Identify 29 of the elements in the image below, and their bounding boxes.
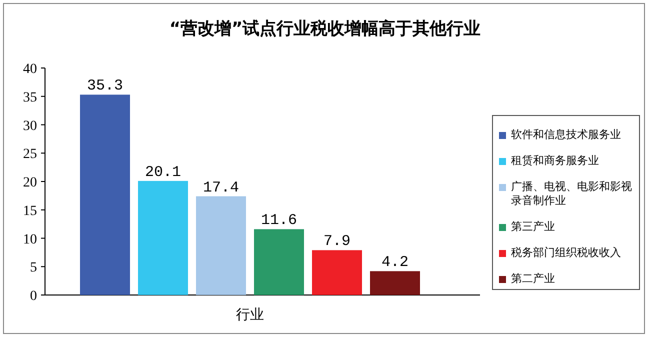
legend-label: 租赁和商务服务业 xyxy=(511,154,599,168)
bar xyxy=(254,229,304,295)
y-tick-label: 10 xyxy=(23,232,37,248)
chart-title: “营改增”试点行业税收增幅高于其他行业 xyxy=(169,19,481,39)
legend-label: 第二产业 xyxy=(511,272,555,286)
data-label: 20.1 xyxy=(144,164,182,181)
bar xyxy=(312,250,362,295)
y-tick-label: 30 xyxy=(23,118,37,134)
data-label: 17.4 xyxy=(202,179,240,196)
data-label: 7.9 xyxy=(323,233,351,250)
legend-label: 软件和信息技术服务业 xyxy=(511,128,621,142)
y-tick-label: 0 xyxy=(30,289,37,304)
bar xyxy=(370,271,420,295)
data-label: 35.3 xyxy=(86,78,124,95)
bar xyxy=(80,94,130,295)
data-label: 11.6 xyxy=(260,212,298,230)
bar xyxy=(138,180,188,295)
x-tick-label: 行业 xyxy=(236,307,264,323)
legend-label: 税务部门组织税收收入 xyxy=(511,246,621,260)
legend-label: 第三产业 xyxy=(511,220,555,234)
y-tick-label: 15 xyxy=(23,204,37,219)
legend-label: 广播、电视、电影和影视录音制作业 xyxy=(511,180,633,208)
bar xyxy=(196,196,246,295)
y-tick-label: 40 xyxy=(23,62,37,77)
data-label: 4.2 xyxy=(381,254,409,272)
y-tick-label: 25 xyxy=(23,147,37,162)
y-tick-label: 35 xyxy=(23,90,37,106)
y-tick-label: 20 xyxy=(23,176,37,190)
y-tick-label: 5 xyxy=(30,260,37,276)
